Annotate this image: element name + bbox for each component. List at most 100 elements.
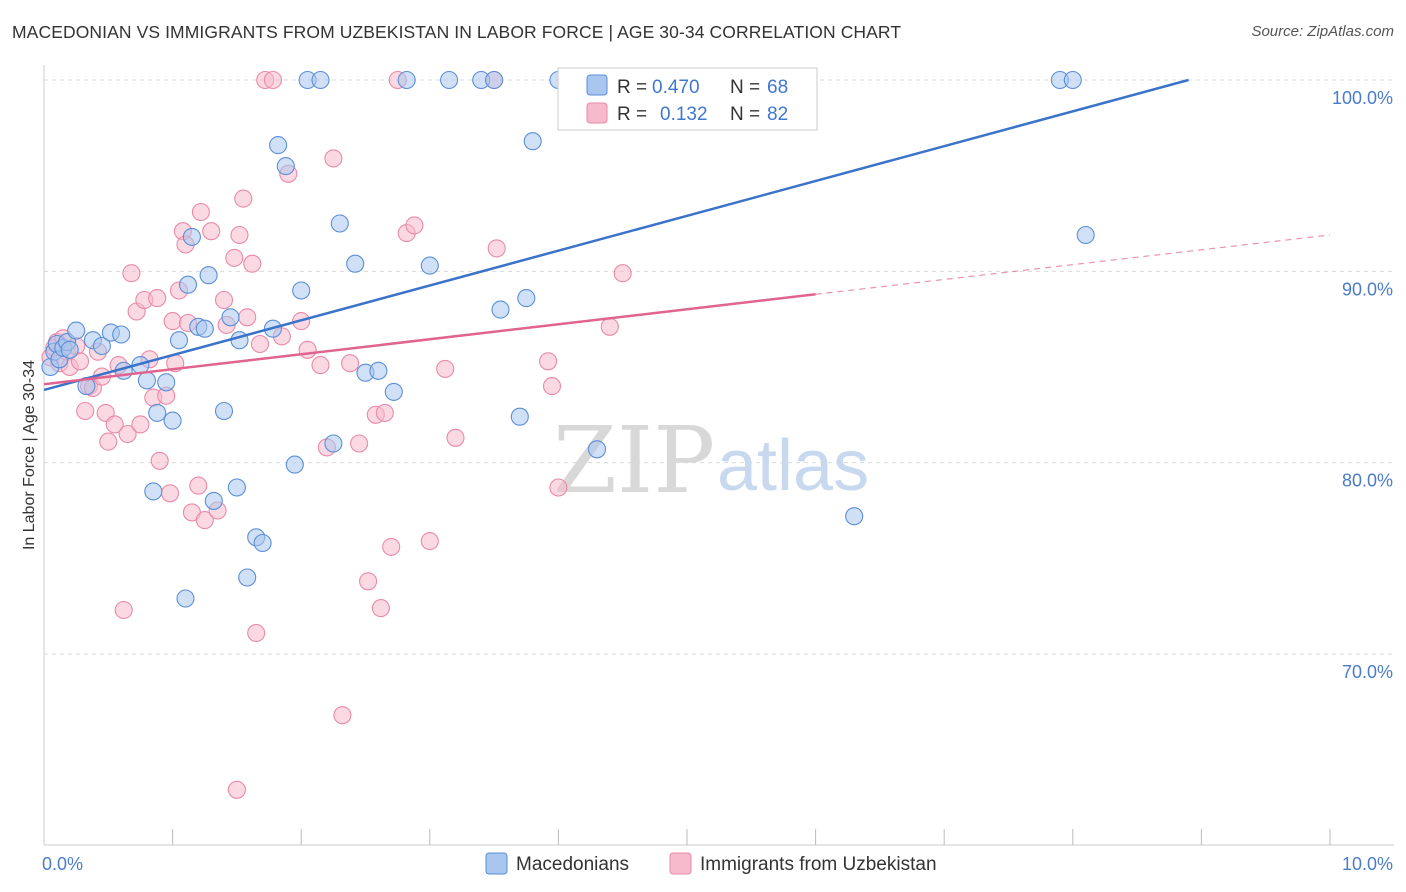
- legend-swatch-uzbekistan: [586, 102, 608, 124]
- bottom-legend: Macedonians Immigrants from Uzbekistan: [485, 852, 937, 875]
- watermark-zip: ZIP: [553, 407, 715, 514]
- point-macedonians-63: [845, 507, 864, 526]
- point-macedonians-26: [199, 266, 218, 285]
- point-macedonians-12: [112, 325, 131, 344]
- point-uzbekistan-46: [234, 189, 253, 208]
- trend-lines: [43, 78, 1331, 392]
- point-macedonians-23: [182, 227, 201, 246]
- point-macedonians-30: [227, 478, 246, 497]
- point-macedonians-65: [1063, 70, 1082, 90]
- point-macedonians-54: [510, 407, 529, 426]
- point-macedonians-66: [1076, 225, 1095, 245]
- legend-n-value-2: 82: [767, 104, 788, 125]
- point-macedonians-10: [92, 336, 111, 356]
- legend: R = 0.470 N = 68 R = 0.132 N = 82: [557, 67, 818, 131]
- point-macedonians-39: [292, 281, 311, 300]
- point-uzbekistan-44: [225, 248, 244, 267]
- trendline-uzbekistan: [43, 293, 816, 386]
- point-macedonians-52: [485, 70, 504, 90]
- point-uzbekistan-78: [549, 478, 568, 497]
- point-macedonians-38: [285, 455, 304, 474]
- legend-n-value-1: 68: [767, 77, 788, 98]
- point-uzbekistan-52: [263, 70, 282, 90]
- point-macedonians-42: [324, 434, 343, 453]
- point-uzbekistan-42: [214, 290, 234, 310]
- bottom-legend-label-macedonians: Macedonians: [516, 854, 629, 875]
- axes: [43, 65, 1394, 846]
- legend-r-value-1: 0.470: [652, 77, 700, 98]
- point-uzbekistan-73: [446, 428, 465, 447]
- legend-n-label-2: N =: [730, 104, 760, 125]
- point-uzbekistan-47: [238, 308, 257, 327]
- point-macedonians-27: [204, 491, 223, 510]
- point-uzbekistan-40: [202, 222, 221, 241]
- point-macedonians-17: [148, 403, 167, 422]
- point-uzbekistan-45: [230, 225, 249, 245]
- bottom-legend-swatch-macedonians: [485, 852, 508, 875]
- point-uzbekistan-67: [382, 537, 401, 556]
- point-macedonians-16: [144, 482, 163, 501]
- point-uzbekistan-15: [99, 432, 118, 451]
- point-macedonians-34: [253, 533, 272, 553]
- point-macedonians-6: [60, 340, 79, 359]
- point-macedonians-55: [517, 289, 536, 308]
- x-tick-label-0: 0.0%: [42, 854, 83, 874]
- point-uzbekistan-62: [350, 434, 369, 453]
- point-macedonians-32: [238, 568, 257, 587]
- tick-labels: 100.0% 90.0% 80.0% 70.0% 0.0% 10.0%: [42, 88, 1393, 874]
- point-macedonians-37: [276, 157, 295, 176]
- y-tick-label-2: 80.0%: [1342, 471, 1393, 491]
- point-macedonians-49: [420, 256, 439, 275]
- point-macedonians-41: [311, 70, 330, 90]
- point-uzbekistan-26: [148, 289, 167, 308]
- point-uzbekistan-49: [247, 623, 266, 643]
- chart-source: Source: ZipAtlas.com: [1251, 23, 1394, 40]
- point-uzbekistan-81: [613, 264, 632, 283]
- point-macedonians-7: [67, 321, 86, 340]
- gridlines: [44, 79, 1394, 655]
- point-uzbekistan-65: [371, 599, 390, 618]
- point-uzbekistan-66: [375, 403, 394, 422]
- point-macedonians-18: [157, 373, 176, 392]
- y-tick-label-1: 90.0%: [1342, 279, 1393, 299]
- point-macedonians-50: [440, 70, 459, 90]
- point-macedonians-47: [384, 382, 403, 401]
- point-macedonians-21: [176, 589, 195, 608]
- watermark: ZIP atlas: [553, 407, 869, 514]
- point-uzbekistan-76: [539, 352, 558, 371]
- point-uzbekistan-37: [189, 476, 208, 495]
- y-axis-label: In Labor Force | Age 30-34: [21, 360, 38, 550]
- point-uzbekistan-83: [227, 780, 246, 799]
- point-macedonians-20: [169, 331, 189, 350]
- point-macedonians-60: [587, 440, 607, 459]
- point-uzbekistan-72: [436, 359, 455, 378]
- point-uzbekistan-20: [122, 264, 141, 283]
- point-uzbekistan-19: [118, 424, 137, 444]
- point-uzbekistan-80: [600, 317, 619, 336]
- trendline-extension-uzbekistan: [815, 234, 1331, 295]
- point-macedonians-29: [221, 308, 240, 327]
- legend-r-label-1: R =: [617, 77, 647, 98]
- legend-r-label-2: R =: [617, 104, 647, 125]
- x-tick-label-1: 10.0%: [1342, 854, 1393, 874]
- trendline-macedonians: [43, 78, 1189, 392]
- bottom-legend-swatch-uzbekistan: [669, 852, 692, 875]
- y-tick-label-3: 70.0%: [1342, 662, 1393, 682]
- point-uzbekistan-48: [243, 254, 262, 273]
- point-uzbekistan-39: [195, 511, 214, 530]
- point-macedonians-44: [346, 254, 365, 273]
- point-macedonians-48: [397, 70, 416, 90]
- point-uzbekistan-16: [105, 415, 124, 434]
- point-uzbekistan-63: [359, 572, 378, 591]
- point-macedonians-36: [269, 136, 288, 155]
- point-uzbekistan-77: [542, 377, 562, 396]
- legend-r-value-2: 0.132: [660, 104, 708, 125]
- point-macedonians-56: [523, 132, 542, 151]
- point-uzbekistan-75: [487, 239, 506, 258]
- point-uzbekistan-57: [311, 356, 330, 375]
- legend-n-label-1: N =: [730, 77, 760, 98]
- point-uzbekistan-8: [70, 352, 90, 371]
- point-uzbekistan-9: [76, 401, 95, 421]
- point-uzbekistan-38: [191, 202, 210, 222]
